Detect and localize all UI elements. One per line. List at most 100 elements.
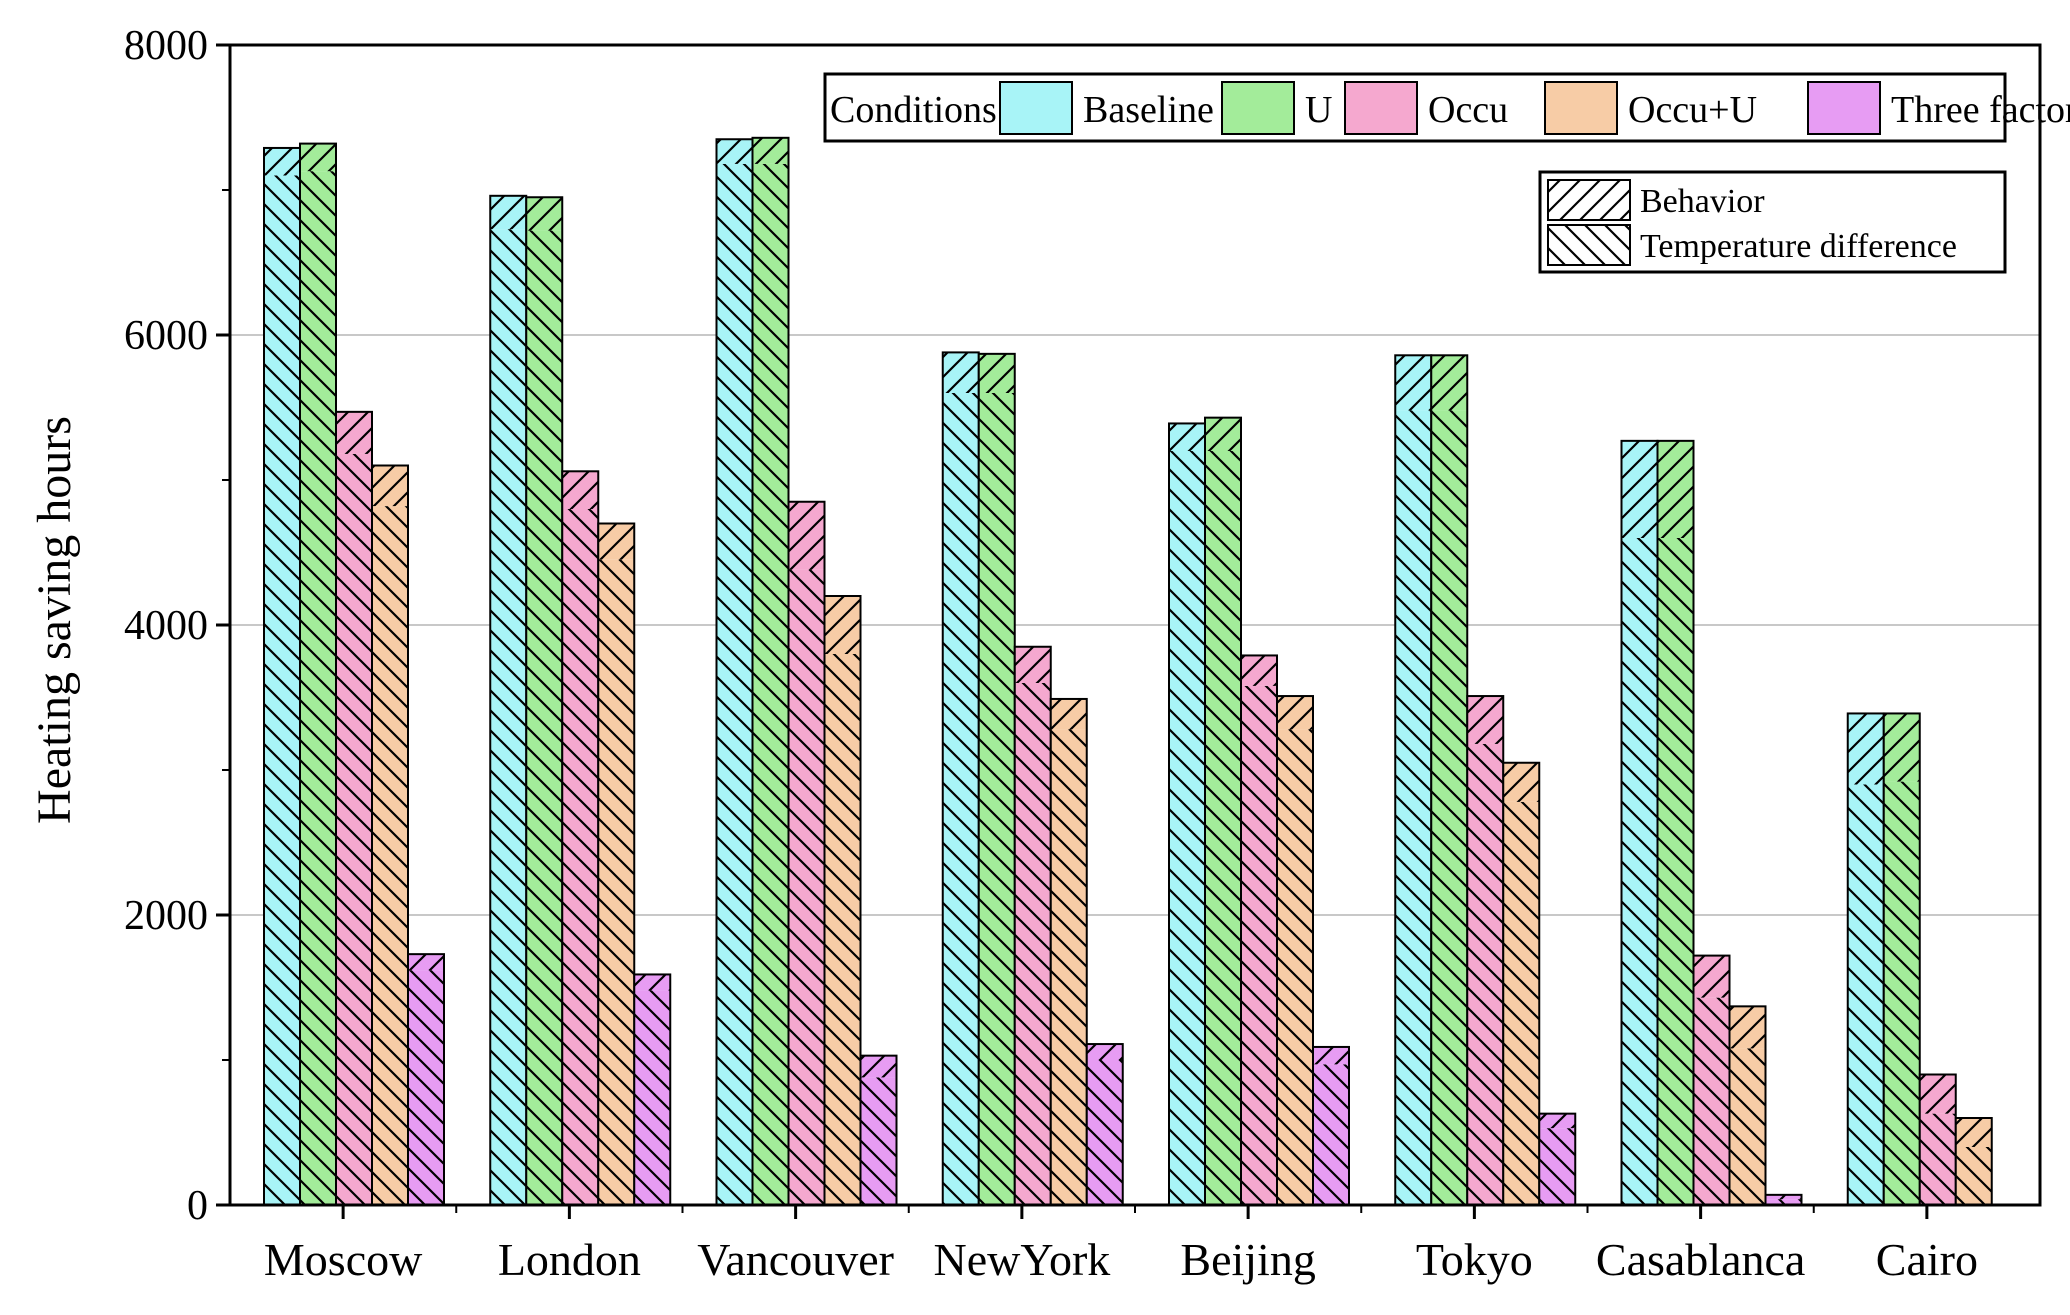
- bar-behavior-hatch: [1241, 655, 1277, 686]
- x-tick-label: Beijing: [1180, 1234, 1315, 1285]
- legend-pattern-swatch: [1547, 224, 1631, 266]
- y-tick-label: 4000: [124, 603, 208, 649]
- bar-temperature-difference-hatch: [336, 453, 372, 1205]
- bar-temperature-difference-hatch: [942, 393, 979, 1205]
- bar-temperature-difference-hatch: [1014, 683, 1051, 1205]
- y-tick-label: 8000: [124, 23, 208, 69]
- legend-label: Three factors: [1891, 89, 2070, 131]
- bar-temperature-difference-hatch: [1693, 997, 1730, 1205]
- bar-behavior-hatch: [598, 523, 635, 560]
- x-tick-label: Vancouver: [697, 1234, 894, 1285]
- bar-temperature-difference-hatch: [1241, 685, 1277, 1205]
- legend-label: Occu: [1428, 89, 1508, 131]
- y-axis-label: Heating saving hours: [28, 416, 81, 824]
- bar-temperature-difference-hatch: [1313, 1064, 1349, 1205]
- x-tick-label: Tokyo: [1416, 1234, 1533, 1285]
- bar-behavior-hatch: [1431, 355, 1468, 411]
- bar-temperature-difference-hatch: [300, 171, 336, 1205]
- legend-label: Baseline: [1083, 89, 1214, 131]
- bar-temperature-difference-hatch: [716, 163, 753, 1205]
- bar-temperature-difference-hatch: [978, 393, 1015, 1205]
- legend-swatch: [999, 81, 1073, 135]
- bar-behavior-hatch: [1014, 646, 1051, 683]
- bar-behavior-hatch: [408, 954, 444, 971]
- bar-behavior-hatch: [1693, 955, 1730, 998]
- bar-temperature-difference-hatch: [1169, 451, 1205, 1205]
- bar-behavior-hatch: [1467, 696, 1504, 744]
- bar-behavior-hatch: [1919, 1074, 1956, 1114]
- bar-temperature-difference-hatch: [1955, 1147, 1992, 1205]
- bar-behavior-hatch: [716, 139, 753, 164]
- bar-behavior-hatch: [1313, 1046, 1349, 1065]
- bar-temperature-difference-hatch: [408, 970, 444, 1205]
- bar-behavior-hatch: [788, 501, 825, 570]
- bar-behavior-hatch: [1277, 696, 1313, 730]
- legend-swatch: [1544, 81, 1618, 135]
- bar-behavior-hatch: [860, 1055, 897, 1078]
- bar-behavior-hatch: [1050, 698, 1087, 730]
- bar-behavior-hatch: [300, 143, 336, 172]
- bar-behavior-hatch: [1205, 417, 1241, 451]
- bar-behavior-hatch: [1657, 440, 1694, 538]
- y-tick-label: 0: [187, 1183, 208, 1229]
- bar-temperature-difference-hatch: [1503, 801, 1540, 1205]
- bar-temperature-difference-hatch: [1765, 1199, 1802, 1205]
- bar-behavior-hatch: [824, 596, 861, 654]
- bar-temperature-difference-hatch: [788, 569, 825, 1205]
- bar-temperature-difference-hatch: [1395, 410, 1432, 1205]
- bar-temperature-difference-hatch: [1086, 1060, 1123, 1205]
- bar-temperature-difference-hatch: [634, 990, 671, 1205]
- legend-conditions-title: Conditions:: [830, 89, 1007, 131]
- bar-temperature-difference-hatch: [1431, 410, 1468, 1205]
- bar-temperature-difference-hatch: [1847, 784, 1884, 1205]
- bar-temperature-difference-hatch: [1883, 781, 1920, 1205]
- bar-temperature-difference-hatch: [598, 559, 635, 1205]
- bar-behavior-hatch: [752, 137, 789, 164]
- bar-behavior-hatch: [634, 974, 671, 991]
- legend-label: U: [1305, 89, 1332, 131]
- legend-pattern-label: Behavior: [1640, 183, 1765, 220]
- bar-behavior-hatch: [1729, 1006, 1766, 1049]
- bar-temperature-difference-hatch: [752, 163, 789, 1205]
- bar-behavior-hatch: [336, 411, 372, 454]
- bar-temperature-difference-hatch: [1467, 743, 1504, 1205]
- legend-swatch: [1807, 81, 1881, 135]
- bar-temperature-difference-hatch: [264, 175, 300, 1205]
- bar-behavior-hatch: [1847, 713, 1884, 785]
- legend-pattern-label: Temperature difference: [1640, 228, 1957, 265]
- x-tick-label: Cairo: [1876, 1234, 1978, 1285]
- x-tick-label: Moscow: [264, 1234, 423, 1285]
- bar-temperature-difference-hatch: [490, 229, 527, 1205]
- legend-swatch: [1344, 81, 1418, 135]
- legend-conditions: Conditions: Baseline U Occu Occu+U Three fac…: [823, 72, 2070, 143]
- bar-behavior-hatch: [526, 197, 563, 231]
- bar-behavior-hatch: [1621, 440, 1658, 538]
- bar-behavior-hatch: [562, 471, 599, 509]
- bar-behavior-hatch: [1086, 1044, 1123, 1060]
- legend-patterns: Behavior Temperature difference: [1538, 170, 2007, 274]
- bar-behavior-hatch: [1765, 1194, 1802, 1200]
- bar-behavior-hatch: [1539, 1113, 1576, 1129]
- bar-behavior-hatch: [372, 465, 408, 507]
- bar-temperature-difference-hatch: [1729, 1048, 1766, 1205]
- bar-temperature-difference-hatch: [1277, 729, 1313, 1205]
- legend-label: Occu+U: [1628, 89, 1757, 131]
- bar-behavior-hatch: [1169, 423, 1205, 451]
- x-tick-label: London: [498, 1234, 641, 1285]
- bar-temperature-difference-hatch: [526, 230, 563, 1206]
- bar-behavior-hatch: [1955, 1118, 1992, 1147]
- bar-temperature-difference-hatch: [372, 506, 408, 1206]
- bar-temperature-difference-hatch: [1919, 1113, 1956, 1205]
- bar-behavior-hatch: [1503, 762, 1540, 802]
- bar-temperature-difference-hatch: [1539, 1128, 1576, 1205]
- bar-behavior-hatch: [264, 147, 300, 176]
- y-tick-label: 2000: [124, 893, 208, 939]
- legend-swatch: [1221, 81, 1295, 135]
- bar-behavior-hatch: [978, 353, 1015, 393]
- x-tick-label: Casablanca: [1596, 1234, 1805, 1285]
- bar-behavior-hatch: [942, 352, 979, 393]
- bar-temperature-difference-hatch: [824, 654, 861, 1205]
- bar-behavior-hatch: [1883, 713, 1920, 782]
